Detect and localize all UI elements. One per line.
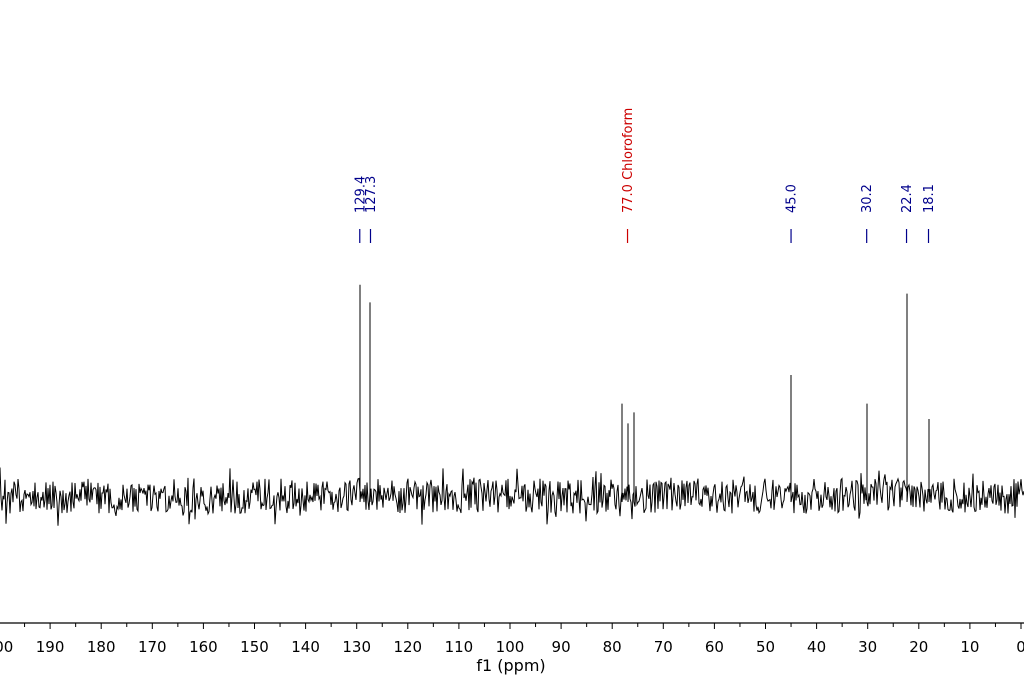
spectrum-trace	[0, 284, 1024, 526]
peak-label: 30.2	[860, 184, 875, 213]
x-tick-label: 90	[552, 638, 571, 656]
x-tick-label: 120	[393, 638, 422, 656]
x-axis-label: f1 (ppm)	[476, 656, 545, 675]
peak-label: 127.3	[364, 176, 379, 213]
x-tick-label: 40	[807, 638, 826, 656]
x-tick-label: 180	[87, 638, 116, 656]
x-tick-label: 110	[445, 638, 474, 656]
x-tick-label: 70	[654, 638, 673, 656]
x-tick-label: 170	[138, 638, 167, 656]
x-tick-label: 80	[603, 638, 622, 656]
peak-label: 22.4	[900, 184, 915, 213]
peak-label: 18.1	[922, 184, 937, 213]
peak-label: 45.0	[785, 184, 800, 213]
x-tick-label: 160	[189, 638, 218, 656]
x-tick-label: 50	[756, 638, 775, 656]
x-tick-label: 20	[909, 638, 928, 656]
x-tick-label: 60	[705, 638, 724, 656]
x-tick-label: 0	[1016, 638, 1024, 656]
x-tick-label: 200	[0, 638, 13, 656]
x-tick-label: 190	[36, 638, 65, 656]
x-tick-label: 30	[858, 638, 877, 656]
x-axis-ticks: 2001901801701601501401301201101009080706…	[0, 623, 1024, 656]
peak-label: 129.4	[353, 176, 368, 213]
solvent-peak-label: 77.0 Chloroform	[621, 108, 636, 213]
x-tick-label: 10	[960, 638, 979, 656]
x-tick-label: 140	[291, 638, 320, 656]
x-tick-label: 150	[240, 638, 269, 656]
x-tick-label: 130	[342, 638, 371, 656]
x-tick-label: 100	[496, 638, 525, 656]
